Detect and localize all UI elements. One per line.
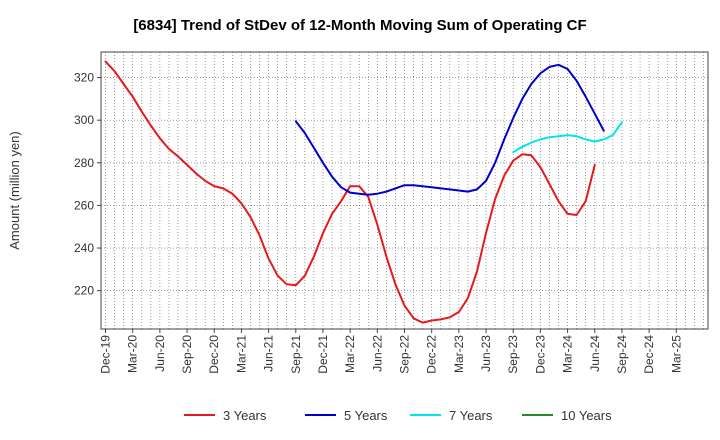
x-tick-label: Sep-23	[506, 335, 520, 374]
legend-label: 10 Years	[561, 408, 612, 423]
x-tick-label: Sep-24	[615, 335, 629, 374]
y-tick-label: 320	[74, 71, 94, 85]
x-tick-label: Dec-22	[425, 335, 439, 374]
series-lines	[104, 60, 623, 324]
x-tick-label: Jun-24	[588, 335, 602, 372]
series-line-5-years	[294, 63, 605, 196]
series-line-7-years	[512, 121, 623, 154]
x-tick-label: Mar-20	[126, 335, 140, 373]
chart-title: [6834] Trend of StDev of 12-Month Moving…	[133, 17, 586, 34]
x-tick-label: Jun-21	[262, 335, 276, 372]
x-tick-label: Sep-20	[180, 335, 194, 374]
x-tick-label: Mar-23	[452, 335, 466, 373]
x-tick-label: Dec-19	[99, 335, 113, 374]
y-axis-ticks: 220 240 260 280 300 320	[74, 71, 101, 298]
legend-label: 3 Years	[223, 408, 267, 423]
x-tick-label: Mar-21	[234, 335, 248, 373]
plot-frame	[100, 51, 709, 330]
y-axis-label: Amount (million yen)	[7, 131, 22, 250]
y-tick-label: 280	[74, 156, 94, 170]
x-tick-label: Dec-21	[316, 335, 330, 374]
y-tick-label: 260	[74, 198, 94, 212]
legend: 3 Years 5 Years 7 Years 10 Years	[184, 408, 612, 423]
x-tick-label: Dec-24	[642, 335, 656, 374]
x-tick-label: Mar-22	[343, 335, 357, 373]
x-tick-label: Dec-23	[533, 335, 547, 374]
x-axis-ticks: Dec-19 Mar-20 Jun-20 Sep-20 Dec-20 Mar-21 Jun-…	[99, 329, 683, 374]
x-tick-label: Sep-21	[289, 335, 303, 374]
y-tick-label: 220	[74, 284, 94, 298]
legend-label: 5 Years	[344, 408, 388, 423]
y-tick-label: 240	[74, 241, 94, 255]
grid	[101, 52, 708, 329]
x-tick-label: Mar-25	[669, 335, 683, 373]
x-tick-label: Jun-20	[153, 335, 167, 372]
y-tick-label: 300	[74, 113, 94, 127]
x-tick-label: Mar-24	[561, 335, 575, 373]
x-tick-label: Dec-20	[207, 335, 221, 374]
x-tick-label: Sep-22	[398, 335, 412, 374]
x-tick-label: Jun-22	[370, 335, 384, 372]
x-tick-label: Jun-23	[479, 335, 493, 372]
series-line-3-years	[104, 60, 596, 324]
legend-label: 7 Years	[449, 408, 493, 423]
